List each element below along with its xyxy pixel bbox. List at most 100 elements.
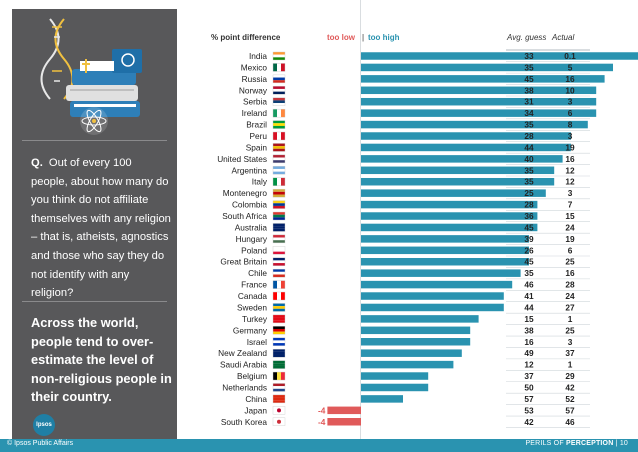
header-point-difference: % point difference bbox=[211, 33, 281, 42]
flag-border bbox=[272, 143, 286, 152]
actual-value: 3 bbox=[568, 97, 573, 107]
bar-value-label: +8 bbox=[417, 382, 427, 392]
actual-value: 0.1 bbox=[564, 51, 576, 61]
avg-guess-value: 35 bbox=[524, 120, 534, 130]
actual-value: 7 bbox=[568, 200, 573, 210]
country-label: Netherlands bbox=[222, 382, 267, 392]
flag-stripe bbox=[273, 160, 285, 163]
flag-stripe bbox=[273, 423, 285, 426]
actual-value: 8 bbox=[568, 120, 573, 130]
flag-stripe bbox=[273, 52, 285, 55]
flag-stripe bbox=[273, 205, 285, 209]
flag-stripe bbox=[273, 237, 285, 241]
question-body: Out of every 100 people, about how many … bbox=[31, 157, 171, 300]
flag-border bbox=[272, 394, 286, 404]
actual-value: 57 bbox=[565, 405, 575, 415]
bar bbox=[361, 338, 471, 346]
flag-stripe bbox=[273, 203, 285, 206]
flag-stripe bbox=[273, 340, 285, 344]
actual-value: 3 bbox=[568, 337, 573, 347]
flag-stripe bbox=[281, 177, 285, 186]
bar bbox=[361, 383, 429, 392]
footer-bar: © Ipsos Public Affairs PERILS OF PERCEPT… bbox=[0, 439, 638, 452]
actual-value: 25 bbox=[565, 325, 575, 335]
bar-value-label: +24 bbox=[547, 154, 561, 164]
bar-value-label: +13 bbox=[454, 337, 468, 347]
flag-stripe bbox=[273, 125, 285, 129]
flag-border bbox=[272, 246, 286, 255]
flag-stripe bbox=[273, 354, 285, 358]
flag-border bbox=[272, 63, 286, 72]
footer-copyright: © Ipsos Public Affairs bbox=[7, 440, 74, 447]
bar bbox=[361, 349, 462, 357]
bar bbox=[361, 212, 538, 220]
bar-value-label: +29 bbox=[589, 74, 603, 84]
country-label: Sweden bbox=[237, 302, 267, 312]
footer-title-prefix: PERILS OF bbox=[525, 440, 566, 447]
flag-stripe bbox=[277, 132, 281, 141]
actual-value: 3 bbox=[568, 188, 573, 198]
flag-stripe bbox=[273, 251, 285, 255]
takeaway-text: Across the world, people tend to over-es… bbox=[31, 315, 172, 405]
flag-stripe bbox=[273, 246, 285, 249]
legend-too-high: too high bbox=[368, 33, 400, 42]
country-label: China bbox=[245, 394, 267, 404]
actual-value: 3 bbox=[568, 131, 573, 141]
country-label: Colombia bbox=[232, 200, 267, 210]
footer-separator: | bbox=[615, 440, 618, 447]
avg-guess-value: 37 bbox=[524, 371, 534, 381]
country-label: United States bbox=[217, 154, 267, 164]
flag-stripe bbox=[273, 360, 285, 364]
bar bbox=[361, 200, 538, 209]
actual-value: 16 bbox=[565, 154, 575, 164]
actual-value: 10 bbox=[565, 85, 575, 95]
flag-stripe bbox=[273, 351, 285, 355]
country-label: Mexico bbox=[241, 62, 268, 72]
sidebar-panel: Q. Out of every 100 people, about how ma… bbox=[12, 9, 177, 439]
country-label: Israel bbox=[247, 337, 267, 347]
flag-stripe bbox=[273, 280, 277, 289]
flag-stripe bbox=[273, 240, 285, 243]
country-label: Peru bbox=[249, 131, 267, 141]
avg-guess-value: 45 bbox=[524, 74, 534, 84]
avg-guess-value: 35 bbox=[524, 177, 534, 187]
flag-stripe bbox=[273, 146, 285, 149]
bar-value-label: +25 bbox=[555, 142, 569, 152]
flag-border bbox=[272, 211, 286, 221]
bar-value-label: +28 bbox=[580, 108, 594, 118]
sidebar-divider bbox=[22, 140, 167, 141]
flag-stripe bbox=[273, 97, 285, 101]
actual-value: 37 bbox=[565, 348, 575, 358]
flag-stripe bbox=[273, 91, 285, 95]
flag-stripe bbox=[273, 74, 285, 78]
flag-border bbox=[272, 360, 286, 369]
bar bbox=[361, 269, 521, 277]
flag-border bbox=[272, 154, 286, 164]
avg-guess-value: 50 bbox=[524, 382, 534, 392]
avg-guess-value: 38 bbox=[524, 85, 534, 95]
footer-title-bold: PERCEPTION bbox=[565, 440, 614, 447]
flag-stripe bbox=[277, 63, 281, 72]
actual-value: 15 bbox=[565, 211, 575, 221]
country-label: India bbox=[249, 51, 267, 61]
flag-stripe bbox=[273, 308, 285, 312]
flag-stripe bbox=[273, 123, 285, 126]
flag-border bbox=[272, 268, 286, 278]
bar-value-label: +20 bbox=[513, 257, 527, 267]
avg-guess-value: 33 bbox=[524, 51, 534, 61]
flag-stripe bbox=[273, 168, 285, 172]
legend-separator: | bbox=[362, 33, 365, 42]
bar-value-label: +11 bbox=[438, 360, 452, 370]
flag-border bbox=[272, 131, 286, 141]
bar bbox=[361, 86, 597, 95]
bar-value-label: +23 bbox=[538, 177, 552, 187]
bar bbox=[361, 189, 546, 197]
avg-guess-value: 49 bbox=[524, 348, 534, 358]
country-label: Serbia bbox=[243, 97, 267, 107]
flag-border bbox=[272, 86, 286, 95]
flag-stripe bbox=[273, 306, 285, 309]
flag-stripe bbox=[273, 177, 277, 186]
bar bbox=[361, 246, 529, 255]
actual-value: 27 bbox=[565, 302, 575, 312]
flag-border bbox=[272, 417, 286, 426]
